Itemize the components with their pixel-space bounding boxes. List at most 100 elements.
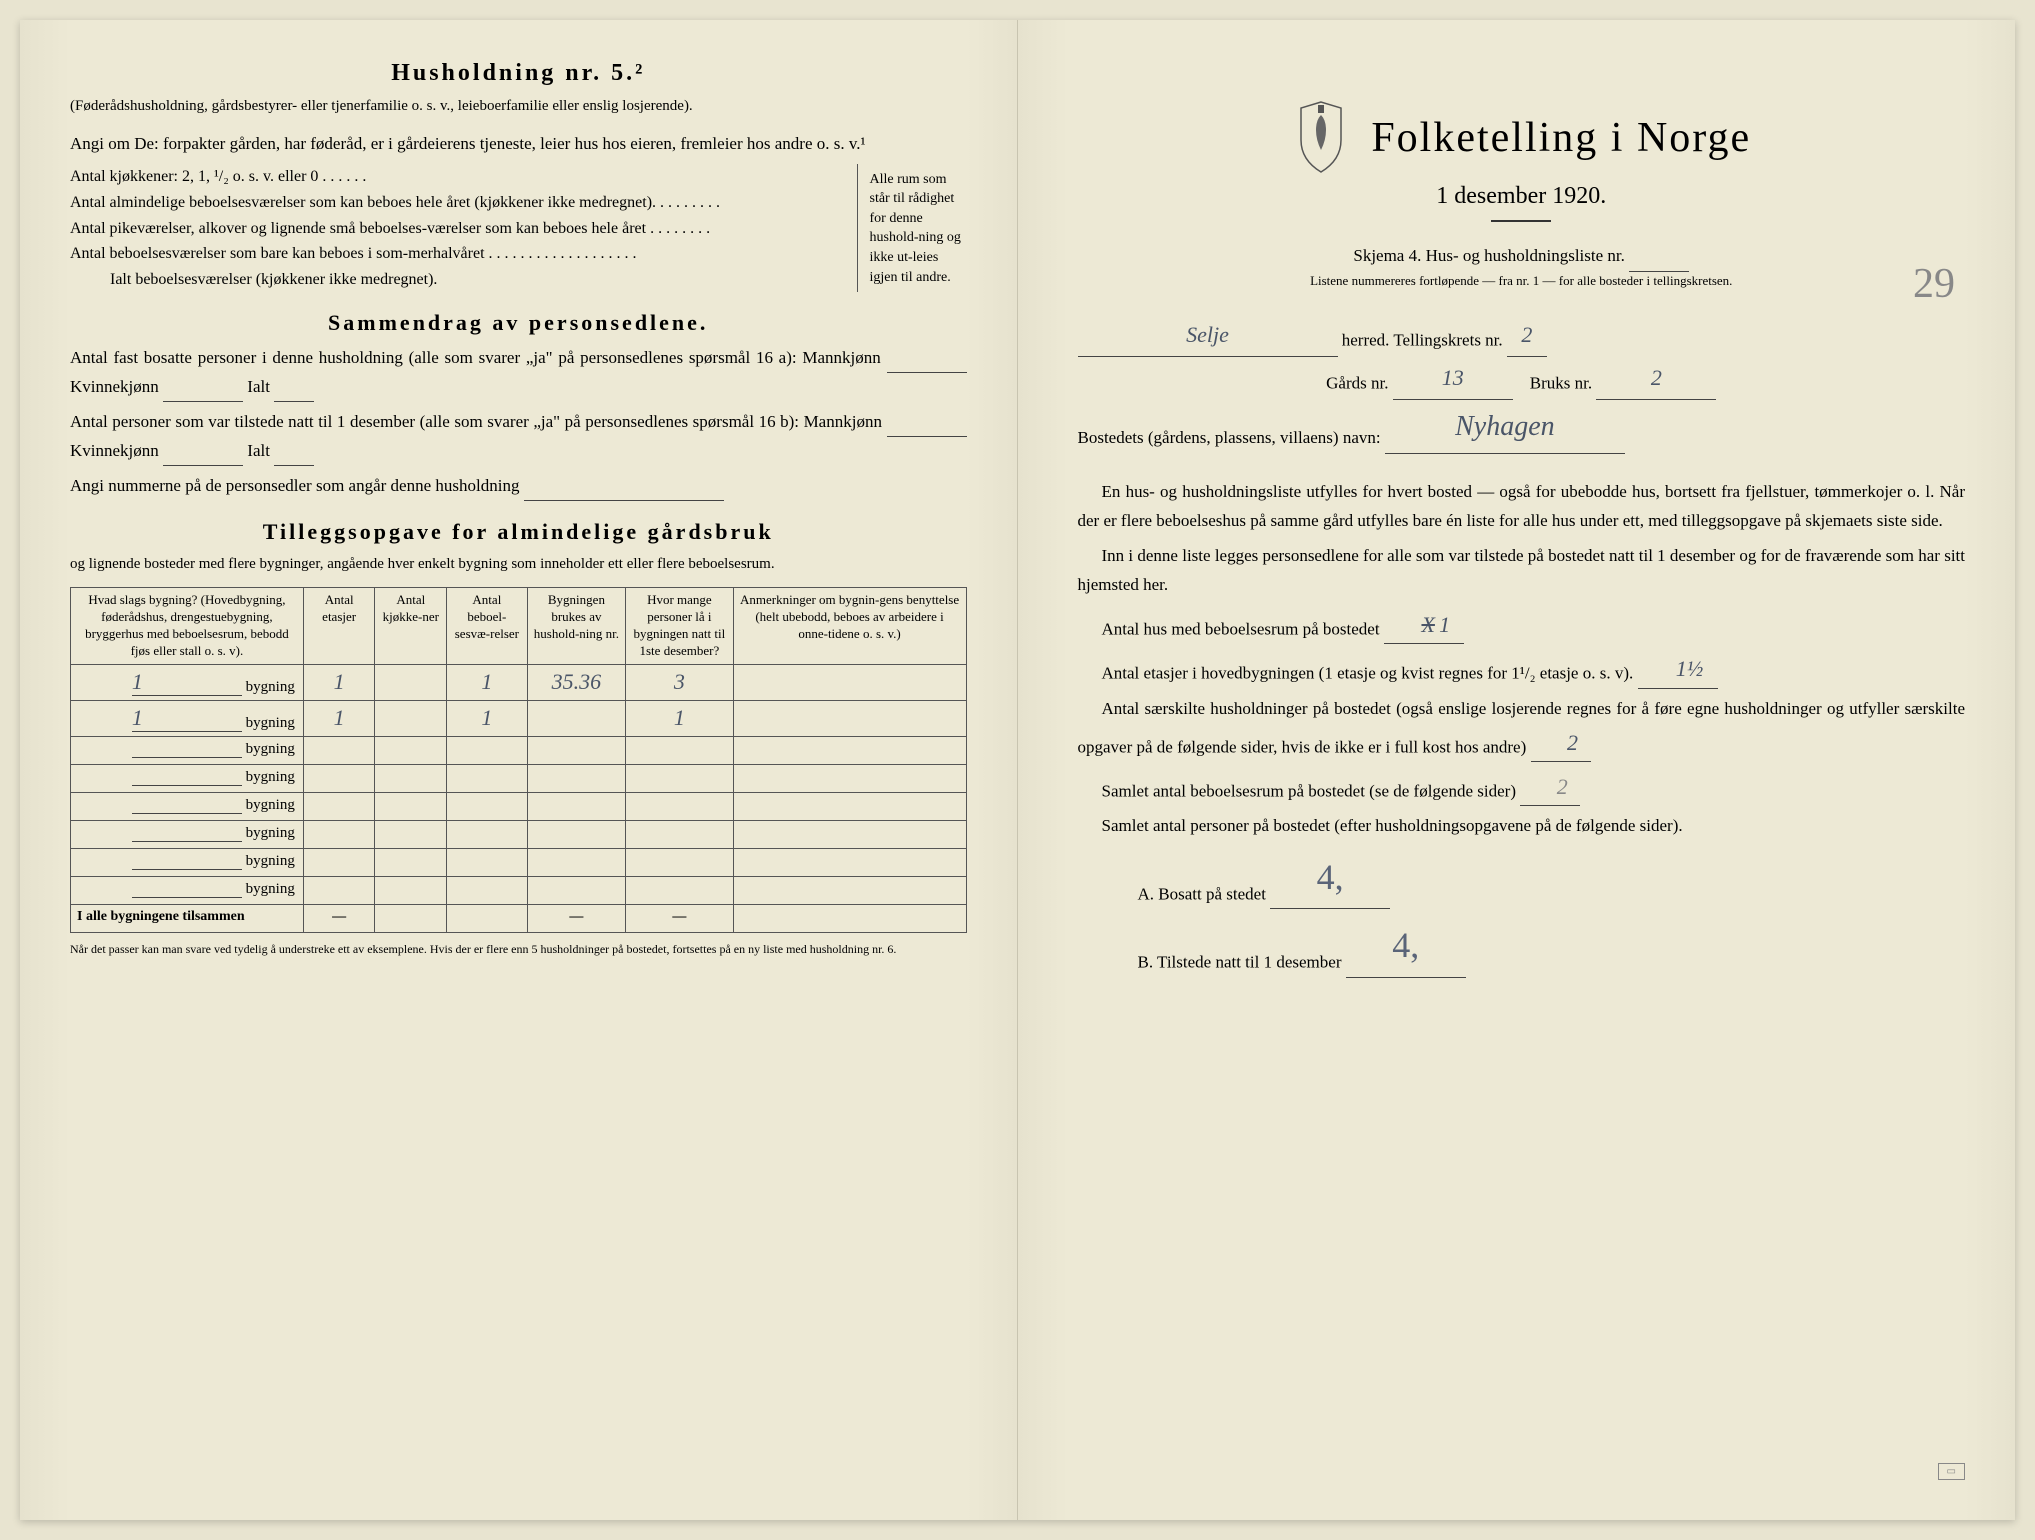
cell-building-type: bygning <box>71 820 304 848</box>
cell <box>733 664 966 700</box>
summary-heading: Sammendrag av personsedlene. <box>70 310 967 336</box>
blank-kvinne-b <box>163 465 243 466</box>
cell <box>733 792 966 820</box>
cell <box>375 664 447 700</box>
q2-field: 1½ <box>1638 650 1718 688</box>
row-summer: Antal beboelsesværelser som bare kan beb… <box>70 241 857 267</box>
cell <box>626 848 733 876</box>
bruks-field: 2 <box>1596 357 1716 400</box>
q1: Antal hus med beboelsesrum på bostedet X… <box>1078 606 1966 644</box>
intro-paren: (Føderådshusholdning, gårdsbestyrer- ell… <box>70 95 967 118</box>
sum-cell: — <box>303 904 375 932</box>
q2: Antal etasjer i hovedbygningen (1 etasje… <box>1078 650 1966 688</box>
blank-kvinne-a <box>163 401 243 402</box>
para-1: En hus- og husholdningsliste utfylles fo… <box>1078 478 1966 536</box>
summary-line2: Antal personer som var tilstede natt til… <box>70 408 967 466</box>
table-row: bygning <box>71 792 967 820</box>
cell <box>303 792 375 820</box>
blank-mann-b <box>887 436 967 437</box>
cell <box>303 764 375 792</box>
cell <box>733 764 966 792</box>
row-total: Ialt beboelsesværelser (kjøkkener ikke m… <box>110 267 857 293</box>
cell <box>375 736 447 764</box>
cell-building-type: 1 bygning <box>71 664 304 700</box>
cell <box>733 848 966 876</box>
herred-line: Selje herred. Tellingskrets nr. 2 <box>1078 314 1966 357</box>
cell <box>527 736 626 764</box>
cell: 3 <box>626 664 733 700</box>
table-body: 1 bygning1135.3631 bygning111 bygning by… <box>71 664 967 932</box>
cell <box>527 848 626 876</box>
summary-line3: Angi nummerne på de personsedler som ang… <box>70 472 967 501</box>
blank-ialt-a <box>274 401 314 402</box>
bracket-note: Alle rum som står til rådighet for denne… <box>857 164 967 292</box>
cell <box>447 736 528 764</box>
table-row: bygning <box>71 820 967 848</box>
cell <box>375 820 447 848</box>
sum-label: I alle bygningene tilsammen <box>71 904 304 932</box>
cell <box>447 792 528 820</box>
cell <box>447 876 528 904</box>
cell <box>626 764 733 792</box>
cell <box>303 820 375 848</box>
cell: 35.36 <box>527 664 626 700</box>
th-persons: Hvor mange personer lå i bygningen natt … <box>626 588 733 665</box>
supplement-heading: Tilleggsopgave for almindelige gårdsbruk <box>70 519 967 545</box>
row-kitchens: Antal kjøkkener: 2, 1, ¹/₂ o. s. v. elle… <box>70 164 857 190</box>
cell <box>733 876 966 904</box>
cell <box>527 876 626 904</box>
cell <box>626 876 733 904</box>
krets-field: 2 <box>1507 314 1547 357</box>
gards-line: Gårds nr. 13 Bruks nr. 2 <box>1078 357 1966 400</box>
cell <box>447 764 528 792</box>
cell <box>527 792 626 820</box>
blank-mann-a <box>887 372 967 373</box>
summary-line1: Antal fast bosatte personer i denne hush… <box>70 344 967 402</box>
sum-cell: — <box>527 904 626 932</box>
cell <box>733 700 966 736</box>
gards-field: 13 <box>1393 357 1513 400</box>
th-kitchens: Antal kjøkke-ner <box>375 588 447 665</box>
bosted-field: Nyhagen <box>1385 400 1625 454</box>
cell <box>626 736 733 764</box>
title-row: Folketelling i Norge <box>1078 100 1966 175</box>
buildings-table-wrap: Hvad slags bygning? (Hovedbygning, føder… <box>70 587 967 933</box>
blank-nummerne <box>524 500 724 501</box>
table-row: bygning <box>71 736 967 764</box>
left-page: Husholdning nr. 5.² (Føderådshusholdning… <box>20 20 1018 1520</box>
th-type: Hvad slags bygning? (Hovedbygning, føder… <box>71 588 304 665</box>
cell <box>527 700 626 736</box>
row-maidrooms: Antal pikeværelser, alkover og lignende … <box>70 216 857 242</box>
printer-stamp: ▭ <box>1938 1463 1965 1480</box>
cell <box>626 792 733 820</box>
household-heading: Husholdning nr. 5.² <box>70 60 967 87</box>
cell <box>375 764 447 792</box>
cell: 1 <box>303 664 375 700</box>
skjema-line: Skjema 4. Hus- og husholdningsliste nr. <box>1078 240 1966 272</box>
cell-building-type: bygning <box>71 876 304 904</box>
cell: 1 <box>303 700 375 736</box>
main-title: Folketelling i Norge <box>1371 114 1751 162</box>
cell <box>447 848 528 876</box>
right-page: Folketelling i Norge 1 desember 1920. 29… <box>1018 20 2016 1520</box>
table-row: 1 bygning111 <box>71 700 967 736</box>
cell <box>375 848 447 876</box>
cell <box>733 736 966 764</box>
cell <box>375 792 447 820</box>
cell: 1 <box>447 700 528 736</box>
document-spread: Husholdning nr. 5.² (Føderådshusholdning… <box>20 20 2015 1520</box>
listene-line: Listene nummereres fortløpende — fra nr.… <box>1078 272 1966 290</box>
table-row: 1 bygning1135.363 <box>71 664 967 700</box>
cell <box>733 820 966 848</box>
q5: Samlet antal personer på bostedet (efter… <box>1078 812 1966 841</box>
room-counts-block: Antal kjøkkener: 2, 1, ¹/₂ o. s. v. elle… <box>70 164 967 292</box>
table-row: bygning <box>71 848 967 876</box>
row-ordinary: Antal almindelige beboelsesværelser som … <box>70 190 857 216</box>
supplement-sub: og lignende bosteder med flere bygninger… <box>70 553 967 576</box>
cell <box>375 700 447 736</box>
cell-building-type: 1 bygning <box>71 700 304 736</box>
cell <box>375 876 447 904</box>
sum-cell <box>733 904 966 932</box>
table-row: bygning <box>71 764 967 792</box>
sum-cell <box>375 904 447 932</box>
